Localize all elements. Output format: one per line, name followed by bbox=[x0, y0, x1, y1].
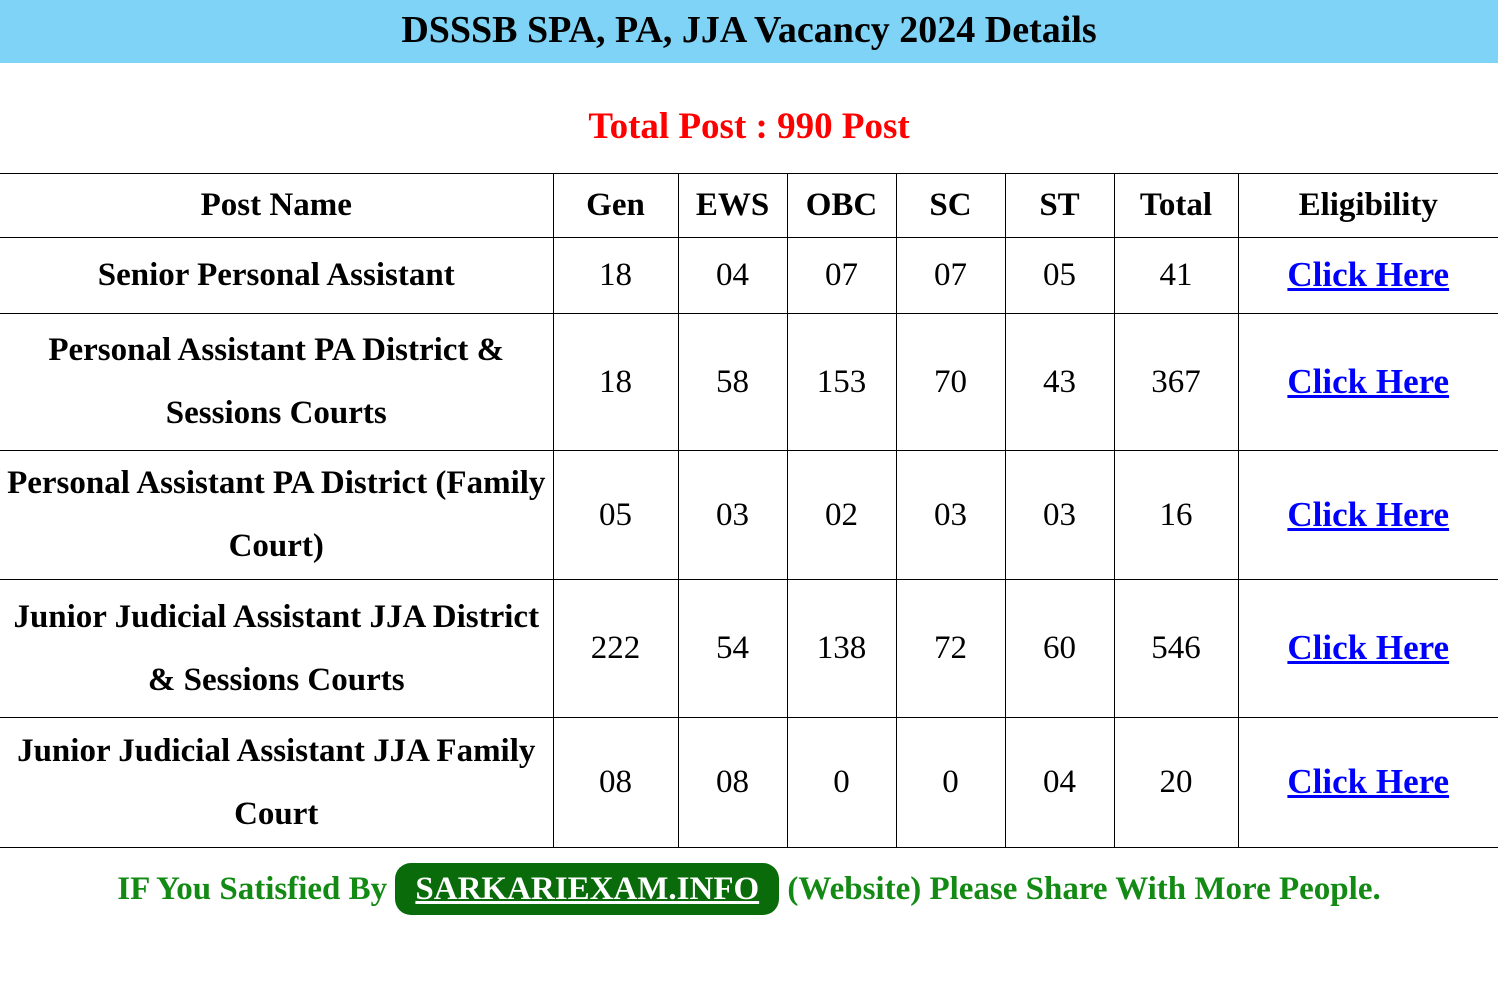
post-name: Personal Assistant PA District & Session… bbox=[0, 313, 554, 451]
count-cell: 41 bbox=[1113, 237, 1239, 314]
count-cell: 04 bbox=[1004, 717, 1115, 848]
eligibility-cell: Click Here bbox=[1237, 450, 1498, 580]
table-row: Junior Judicial Assistant JJA Family Cou… bbox=[0, 717, 1498, 848]
column-header: OBC bbox=[786, 173, 897, 238]
count-cell: 546 bbox=[1113, 579, 1239, 718]
eligibility-cell: Click Here bbox=[1237, 237, 1498, 314]
count-cell: 02 bbox=[786, 450, 897, 580]
count-cell: 07 bbox=[786, 237, 897, 314]
count-cell: 20 bbox=[1113, 717, 1239, 848]
count-cell: 18 bbox=[552, 313, 679, 451]
table-row: Senior Personal Assistant 18 04 07 07 05 41 Cli… bbox=[0, 237, 1498, 314]
page-title: DSSSB SPA, PA, JJA Vacancy 2024 Details bbox=[0, 0, 1498, 63]
eligibility-cell: Click Here bbox=[1237, 313, 1498, 451]
count-cell: 0 bbox=[786, 717, 897, 848]
table-body: Senior Personal Assistant 18 04 07 07 05 41 Cli… bbox=[0, 237, 1498, 848]
count-cell: 60 bbox=[1004, 579, 1115, 718]
total-post: Total Post : 990 Post bbox=[588, 106, 910, 147]
vacancy-table: Post Name Gen EWS OBC SC ST Total Eligibility S… bbox=[0, 173, 1498, 848]
count-cell: 05 bbox=[1004, 237, 1115, 314]
count-cell: 0 bbox=[895, 717, 1006, 848]
count-cell: 72 bbox=[895, 579, 1006, 718]
count-cell: 153 bbox=[786, 313, 897, 451]
count-cell: 70 bbox=[895, 313, 1006, 451]
count-cell: 58 bbox=[677, 313, 788, 451]
count-cell: 05 bbox=[552, 450, 679, 580]
post-name: Personal Assistant PA District (Family C… bbox=[0, 450, 554, 580]
footer-text: (Website) Please Share With More People. bbox=[787, 871, 1381, 907]
eligibility-cell: Click Here bbox=[1237, 717, 1498, 848]
post-name: Senior Personal Assistant bbox=[0, 237, 554, 314]
table-row: Junior Judicial Assistant JJA District &… bbox=[0, 579, 1498, 718]
count-cell: 16 bbox=[1113, 450, 1239, 580]
count-cell: 03 bbox=[1004, 450, 1115, 580]
footer-text: IF You Satisfied By bbox=[117, 871, 388, 907]
table-row: Personal Assistant PA District (Family C… bbox=[0, 450, 1498, 580]
column-header: SC bbox=[895, 173, 1006, 238]
column-header: Post Name bbox=[0, 173, 554, 238]
count-cell: 54 bbox=[677, 579, 788, 718]
column-header: Gen bbox=[552, 173, 679, 238]
post-name: Junior Judicial Assistant JJA Family Cou… bbox=[0, 717, 554, 848]
count-cell: 367 bbox=[1113, 313, 1239, 451]
count-cell: 138 bbox=[786, 579, 897, 718]
column-header: ST bbox=[1004, 173, 1115, 238]
column-header: EWS bbox=[677, 173, 788, 238]
count-cell: 08 bbox=[677, 717, 788, 848]
footer: IF You Satisfied By SARKARIEXAM.INFO (We… bbox=[0, 848, 1498, 921]
eligibility-link[interactable]: Click Here bbox=[1287, 255, 1450, 294]
post-name: Junior Judicial Assistant JJA District &… bbox=[0, 579, 554, 718]
eligibility-link[interactable]: Click Here bbox=[1287, 762, 1450, 801]
site-link[interactable]: SARKARIEXAM.INFO bbox=[395, 863, 780, 915]
eligibility-link[interactable]: Click Here bbox=[1287, 628, 1450, 667]
count-cell: 04 bbox=[677, 237, 788, 314]
eligibility-link[interactable]: Click Here bbox=[1287, 494, 1450, 534]
count-cell: 03 bbox=[895, 450, 1006, 580]
count-cell: 07 bbox=[895, 237, 1006, 314]
count-cell: 222 bbox=[552, 579, 679, 718]
count-cell: 03 bbox=[677, 450, 788, 580]
header-row: Post Name Gen EWS OBC SC ST Total Eligibility bbox=[0, 173, 1498, 238]
count-cell: 43 bbox=[1004, 313, 1115, 451]
count-cell: 18 bbox=[552, 237, 679, 314]
column-header: Total bbox=[1113, 173, 1239, 238]
table-row: Personal Assistant PA District & Session… bbox=[0, 313, 1498, 451]
count-cell: 08 bbox=[552, 717, 679, 848]
eligibility-link[interactable]: Click Here bbox=[1287, 361, 1450, 401]
column-header: Eligibility bbox=[1237, 173, 1498, 238]
eligibility-cell: Click Here bbox=[1237, 579, 1498, 718]
